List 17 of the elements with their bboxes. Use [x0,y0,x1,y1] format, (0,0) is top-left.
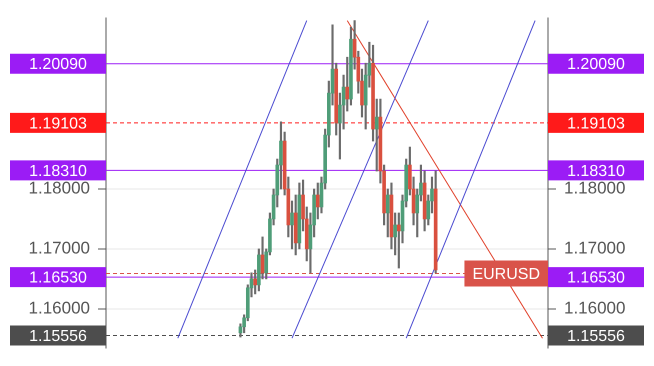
ref-line-label: 1.19103 [29,115,88,132]
ref-line-label: 1.18310 [29,162,88,180]
y-tick-label: 1.17000 [28,238,90,258]
text: 1.15556 [567,328,625,345]
y2-tick-label: 1.17000 [564,238,626,258]
text: 1.19103 [567,115,625,132]
y-tick-label: 1.18000 [28,178,90,198]
y2-tick-label: 1.18000 [564,178,626,198]
ref-line-label: 1.20090 [29,56,88,74]
text: 1.18310 [567,162,625,180]
ref-line-label: 1.16530 [29,269,88,286]
annotation: EURUSD [472,266,540,283]
text: 1.20090 [567,56,625,74]
y2-tick-label: 1.16000 [564,298,626,318]
y-tick-label: 1.16000 [28,298,90,318]
text: 1.16530 [567,269,625,286]
ref-line-label: 1.15556 [29,328,88,345]
